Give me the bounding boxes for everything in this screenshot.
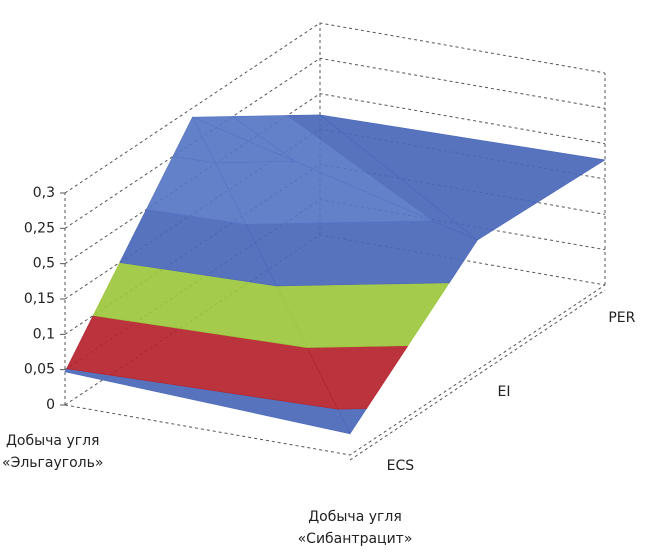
floor-edge: [64, 284, 606, 456]
depth-label: ECS: [387, 458, 415, 474]
y-tick-label: 0,5: [33, 256, 55, 272]
y-tick-label: 0,05: [24, 362, 55, 378]
y-tick-label: 0,15: [24, 291, 55, 307]
surface-patch: [172, 116, 216, 164]
y-tick-label: 0,1: [33, 326, 55, 342]
depth-label: EI: [498, 384, 511, 400]
y-tick-label: 0,3: [33, 185, 55, 201]
x-category-label: Добыча угля «Эльгауголь»: [2, 433, 104, 471]
y-tick-label: 0,25: [24, 220, 55, 236]
depth-label: PER: [608, 310, 635, 326]
x-category-label: Добыча угля «Сибантрацит»: [297, 509, 413, 547]
y-tick-label: 0: [46, 397, 55, 413]
surface-patch: [245, 220, 478, 287]
